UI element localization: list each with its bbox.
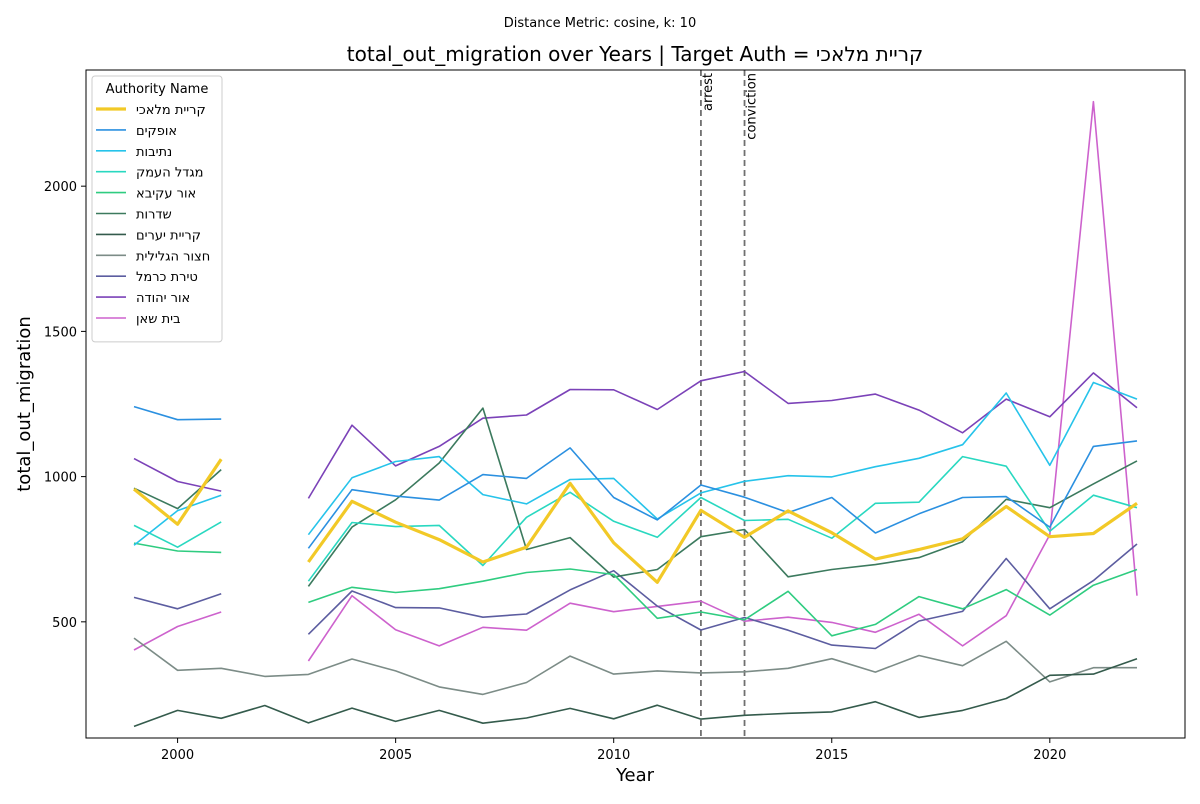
legend-label: בית שאן <box>136 312 181 327</box>
legend-label: מגדל העמק <box>136 166 204 181</box>
chart-title: total_out_migration over Years | Target … <box>347 42 923 66</box>
chart-suptitle: Distance Metric: cosine, k: 10 <box>504 16 696 31</box>
series-line <box>133 405 1138 549</box>
legend-label: קריית יערים <box>136 228 201 243</box>
series-line <box>133 637 1137 696</box>
series-line <box>133 100 1138 662</box>
series-line <box>133 381 1138 546</box>
legend-label: אור עקיבא <box>136 187 196 202</box>
y-tick-label: 500 <box>52 616 77 631</box>
legend-label: אופקים <box>136 124 177 139</box>
series-line <box>133 370 1138 499</box>
x-axis-label: Year <box>615 765 655 786</box>
legend-label: חצור הגלילית <box>136 249 210 264</box>
series-line <box>133 657 1138 728</box>
x-tick-label: 2020 <box>1033 748 1066 763</box>
event-label: arrest <box>701 73 716 111</box>
series-line <box>133 543 1138 650</box>
y-axis-label: total_out_migration <box>14 316 35 492</box>
y-tick-label: 2000 <box>44 180 77 195</box>
plot-frame <box>85 69 1186 739</box>
x-tick-label: 2000 <box>161 748 194 763</box>
x-tick-label: 2010 <box>597 748 630 763</box>
series-line <box>132 458 1138 584</box>
x-tick-label: 2005 <box>379 748 412 763</box>
y-tick-label: 1000 <box>44 471 77 486</box>
legend-label: אור יהודה <box>136 291 190 306</box>
legend-label: נתיבות <box>136 145 172 160</box>
legend: Authority Name קריית מלאכי אופקים נתיבות מגד… <box>91 75 223 343</box>
legend-label: שדרות <box>136 208 172 223</box>
legend-label: קריית מלאכי <box>136 103 206 118</box>
y-tick-label: 1500 <box>44 325 77 340</box>
x-tick-label: 2015 <box>815 748 848 763</box>
event-label: conviction <box>745 73 760 140</box>
series-line <box>133 542 1138 637</box>
plot-area: 2000 2005 2010 2015 2020 500 1000 1500 2000 arres… <box>44 70 1138 763</box>
legend-label: טירת כרמל <box>136 270 198 285</box>
legend-title: Authority Name <box>106 82 209 97</box>
